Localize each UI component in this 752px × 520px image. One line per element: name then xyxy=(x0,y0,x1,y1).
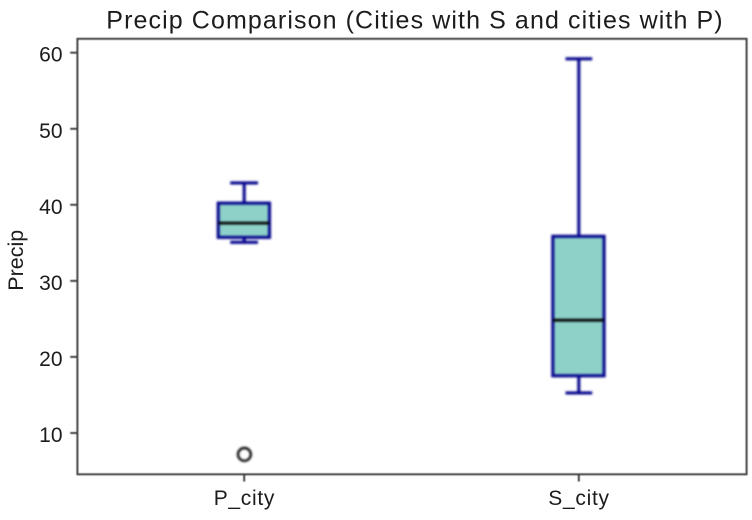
svg-text:10: 10 xyxy=(39,424,62,447)
svg-text:30: 30 xyxy=(39,272,62,295)
svg-text:60: 60 xyxy=(39,44,62,67)
svg-text:40: 40 xyxy=(39,196,62,219)
svg-text:S_city: S_city xyxy=(548,487,609,510)
svg-text:50: 50 xyxy=(39,120,62,143)
svg-text:P_city: P_city xyxy=(214,487,275,510)
svg-text:Precip: Precip xyxy=(4,230,28,291)
svg-text:20: 20 xyxy=(39,348,62,371)
svg-text:Precip Comparison (Cities with: Precip Comparison (Cities with S and cit… xyxy=(106,7,723,35)
